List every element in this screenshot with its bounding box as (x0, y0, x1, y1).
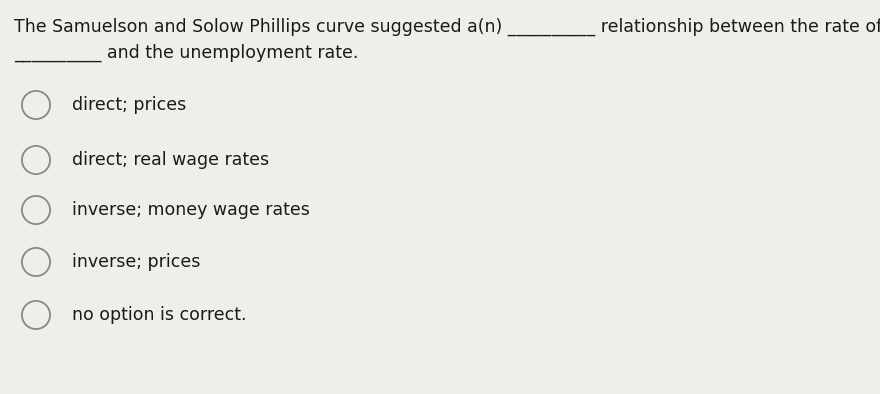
Text: direct; prices: direct; prices (72, 96, 187, 114)
Text: direct; real wage rates: direct; real wage rates (72, 151, 269, 169)
Text: The Samuelson and Solow Phillips curve suggested a(n) __________ relationship be: The Samuelson and Solow Phillips curve s… (14, 18, 880, 36)
Text: __________ and the unemployment rate.: __________ and the unemployment rate. (14, 44, 358, 62)
Text: inverse; money wage rates: inverse; money wage rates (72, 201, 310, 219)
Text: no option is correct.: no option is correct. (72, 306, 246, 324)
Text: inverse; prices: inverse; prices (72, 253, 201, 271)
